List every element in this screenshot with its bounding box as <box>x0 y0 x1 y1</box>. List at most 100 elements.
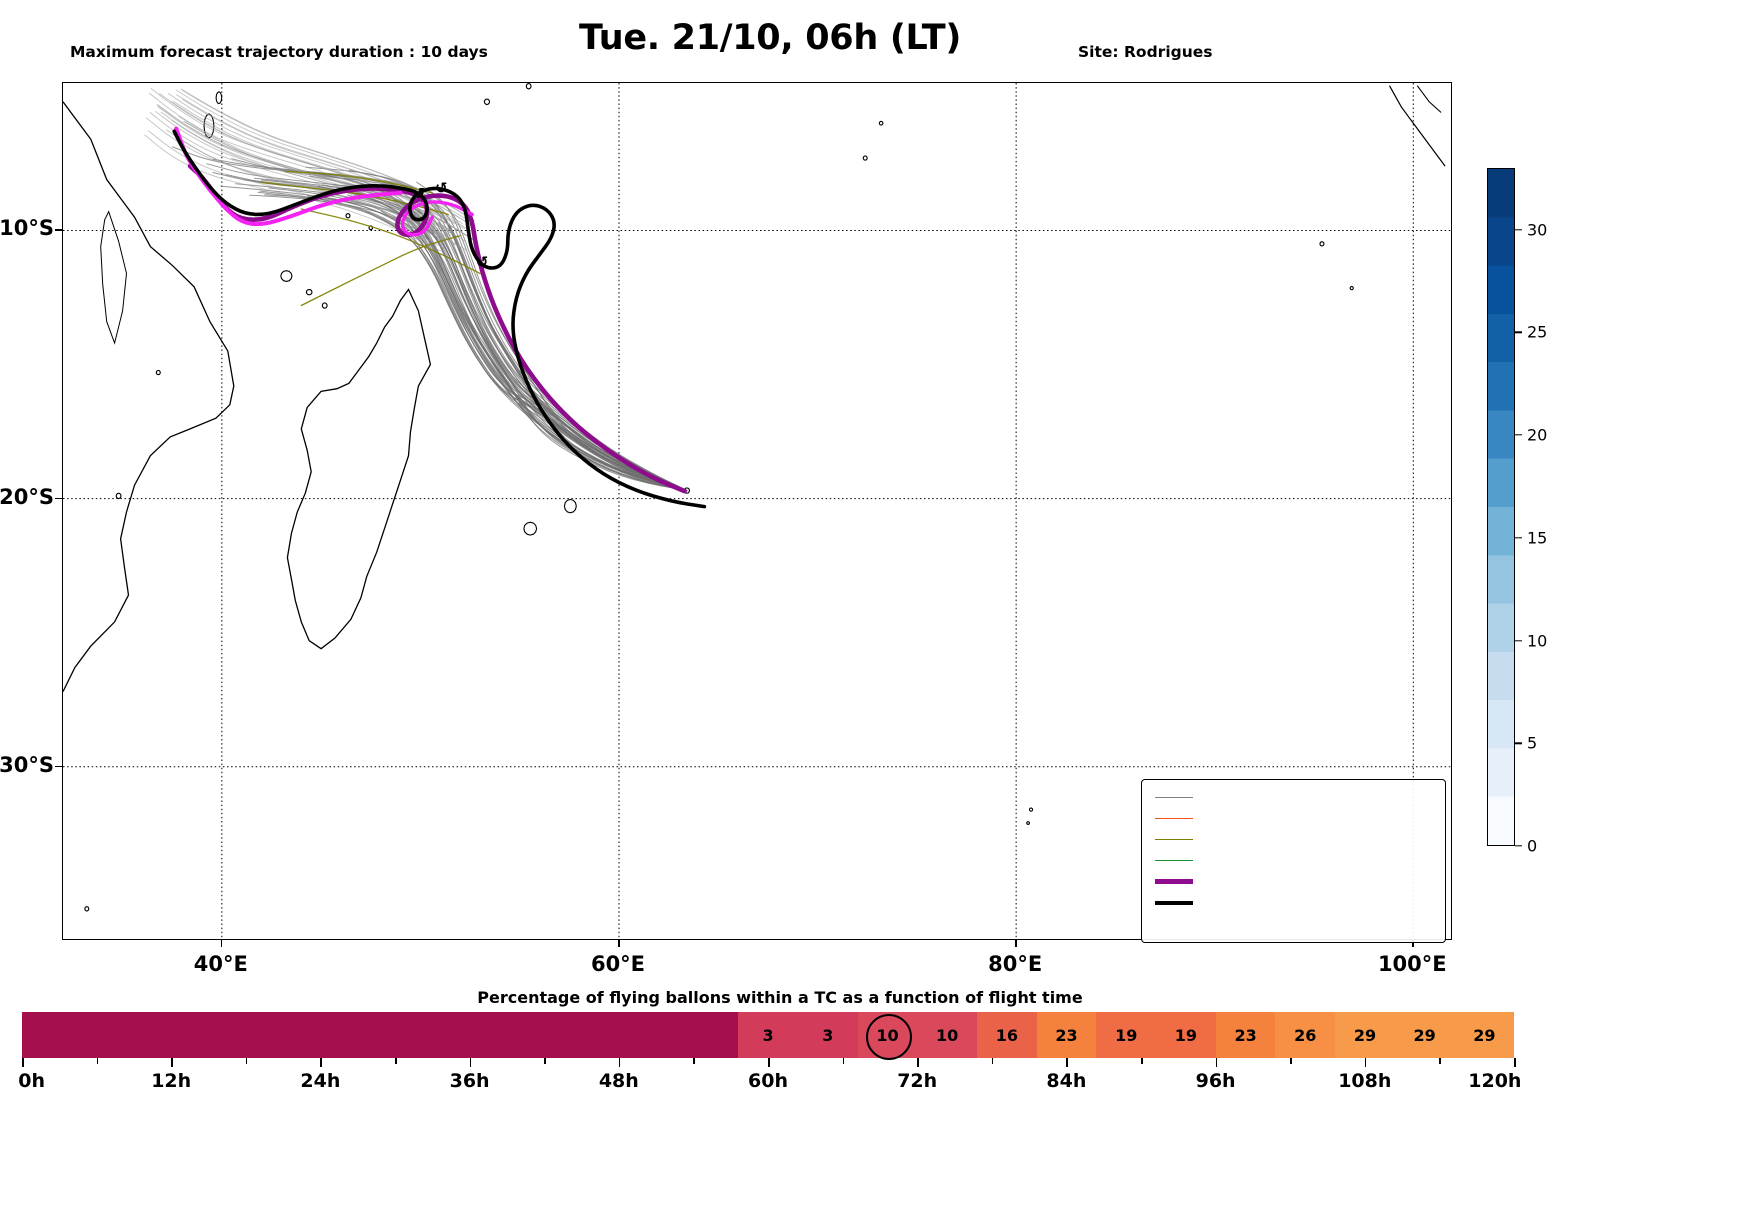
strip-cell-17[interactable]: 23 <box>1036 1012 1097 1058</box>
strip-cell-20[interactable]: 23 <box>1215 1012 1276 1058</box>
legend-item-analysis <box>1151 892 1436 913</box>
strip-value-12: 3 <box>762 1025 774 1045</box>
map-ytick-mark-1 <box>55 497 62 500</box>
map-xtick-mark-3 <box>1412 940 1414 947</box>
strip-tick-2 <box>320 1058 322 1067</box>
strip-axis-label-10: 120h <box>1468 1070 1522 1092</box>
colorbar-tick-label-0: 0 <box>1527 836 1538 856</box>
strip-value-18: 19 <box>1115 1025 1138 1045</box>
map-xtick-mark-0 <box>220 940 223 947</box>
strip-axis-label-4: 48h <box>598 1070 639 1092</box>
strip-minor-tick-114 <box>1439 1058 1441 1064</box>
strip-cell-19[interactable]: 19 <box>1156 1012 1216 1058</box>
strip-minor-tick-54 <box>693 1058 695 1064</box>
strip-value-14: 10 <box>876 1025 899 1045</box>
strip-minor-tick-6 <box>96 1058 99 1064</box>
map-ytick-1: 20°S <box>0 484 54 509</box>
legend-line-swatch <box>1151 879 1197 884</box>
page-title: Tue. 21/10, 06h (LT) <box>578 18 962 58</box>
strip-cell-22[interactable]: 29 <box>1335 1012 1395 1058</box>
map-xtick-1: 60°E <box>590 952 646 976</box>
map-ytick-mark-2 <box>55 765 62 768</box>
strip-title: Percentage of flying ballons within a TC… <box>477 988 1083 1007</box>
map-xtick-2: 80°E <box>988 952 1043 976</box>
legend-line-swatch <box>1151 818 1197 819</box>
strip-cell-3[interactable] <box>201 1012 261 1058</box>
strip-axis-label-2: 24h <box>300 1070 341 1092</box>
strip-minor-tick-42 <box>544 1058 546 1064</box>
svg-text:↺: ↺ <box>435 179 448 197</box>
strip-cell-8[interactable] <box>499 1012 560 1058</box>
legend-line-hres <box>1155 879 1193 884</box>
colorbar-tick-label-3: 15 <box>1527 528 1548 548</box>
strip-cell-11[interactable] <box>678 1012 739 1058</box>
map-xtick-mark-1 <box>618 940 620 947</box>
map-xtick-mark-2 <box>1015 940 1017 947</box>
strip-axis-label-8: 96h <box>1195 1070 1236 1092</box>
strip-tick-10 <box>1514 1058 1516 1067</box>
strip-axis-label-3: 36h <box>449 1070 490 1092</box>
strip-axis-label-7: 84h <box>1046 1070 1087 1092</box>
strip-minor-tick-18 <box>245 1058 248 1064</box>
strip-cell-0[interactable] <box>22 1012 82 1058</box>
legend-item-interception-trochoid <box>1151 829 1436 850</box>
colorbar-tick-mark-2 <box>1515 639 1522 642</box>
legend-line-swatch <box>1151 900 1197 905</box>
strip-cell-24[interactable]: 29 <box>1454 1012 1515 1058</box>
strip-value-20: 23 <box>1234 1025 1257 1045</box>
strip-minor-tick-90 <box>1141 1058 1143 1064</box>
strip-cell-1[interactable] <box>81 1012 142 1058</box>
strip-cell-23[interactable]: 29 <box>1394 1012 1455 1058</box>
map-xtick-3: 100°E <box>1377 952 1447 976</box>
colorbar: 0 5 10 15 20 25 30 <box>1487 168 1547 856</box>
legend-line-no-interception <box>1155 797 1193 798</box>
strip-axis-label-6: 72h <box>897 1070 938 1092</box>
strip-tick-0 <box>22 1058 24 1067</box>
strip-value-22: 29 <box>1353 1025 1377 1045</box>
colorbar-tick-label-6: 30 <box>1527 220 1548 240</box>
legend-line-analysis <box>1155 900 1193 905</box>
legend-line-swatch <box>1151 839 1197 840</box>
strip-cell-6[interactable] <box>380 1012 440 1058</box>
strip-cell-12[interactable]: 3 <box>738 1012 798 1058</box>
legend-line-swatch <box>1151 797 1197 798</box>
strip-value-13: 3 <box>822 1025 834 1045</box>
strip-cell-13[interactable]: 3 <box>797 1012 858 1058</box>
strip-tick-8 <box>1215 1058 1218 1067</box>
legend-line-swatch <box>1151 860 1197 861</box>
colorbar-tick-label-2: 10 <box>1527 631 1548 651</box>
strip-axis-label-1: 12h <box>151 1070 192 1092</box>
strip-tick-6 <box>917 1058 919 1067</box>
strip-cell-9[interactable] <box>559 1012 619 1058</box>
strip-cells: 3 3 10 10 16 23 19 19 23 26 29 29 29 <box>22 1012 1515 1058</box>
legend-line-interception-trochoid <box>1155 839 1193 840</box>
strip-value-24: 29 <box>1473 1025 1496 1045</box>
strip-cell-15[interactable]: 10 <box>917 1012 977 1058</box>
strip-cell-7[interactable] <box>439 1012 500 1058</box>
strip-value-17: 23 <box>1055 1025 1078 1045</box>
strip-cell-5[interactable] <box>320 1012 381 1058</box>
strip-axis-label-0: 0h <box>18 1070 46 1092</box>
strip-cell-2[interactable] <box>141 1012 202 1058</box>
strip-value-15: 10 <box>936 1025 959 1045</box>
map-canvas: ↺ ↺ ↺ <box>63 83 1451 939</box>
strip-cell-21[interactable]: 26 <box>1275 1012 1336 1058</box>
strip-minor-tick-66 <box>842 1058 845 1064</box>
strip-cell-16[interactable]: 16 <box>977 1012 1037 1058</box>
strip-axis-label-9: 108h <box>1338 1070 1392 1092</box>
strip-tick-7 <box>1066 1058 1068 1067</box>
strip-tick-5 <box>768 1058 770 1067</box>
strip-axis: 0h 12h 24h 36h 48h 60h 72h 84h 96h 108h 120h <box>18 1058 1521 1092</box>
legend-item-interception-both <box>1151 850 1436 871</box>
map-ytick-0: 10°S <box>0 216 54 241</box>
strip-cell-10[interactable] <box>618 1012 679 1058</box>
strip-value-23: 29 <box>1413 1025 1436 1045</box>
strip-cell-4[interactable] <box>260 1012 321 1058</box>
colorbar-tick-mark-6 <box>1515 228 1522 231</box>
header-site: Site: Rodrigues <box>1078 43 1213 61</box>
map-legend <box>1141 779 1446 943</box>
strip-cell-18[interactable]: 19 <box>1096 1012 1157 1058</box>
flight-time-strip[interactable]: 3 3 10 10 16 23 19 19 23 26 29 29 29 <box>22 1012 1515 1060</box>
strip-cell-14[interactable]: 10 <box>857 1012 918 1058</box>
strip-tick-1 <box>171 1058 173 1067</box>
